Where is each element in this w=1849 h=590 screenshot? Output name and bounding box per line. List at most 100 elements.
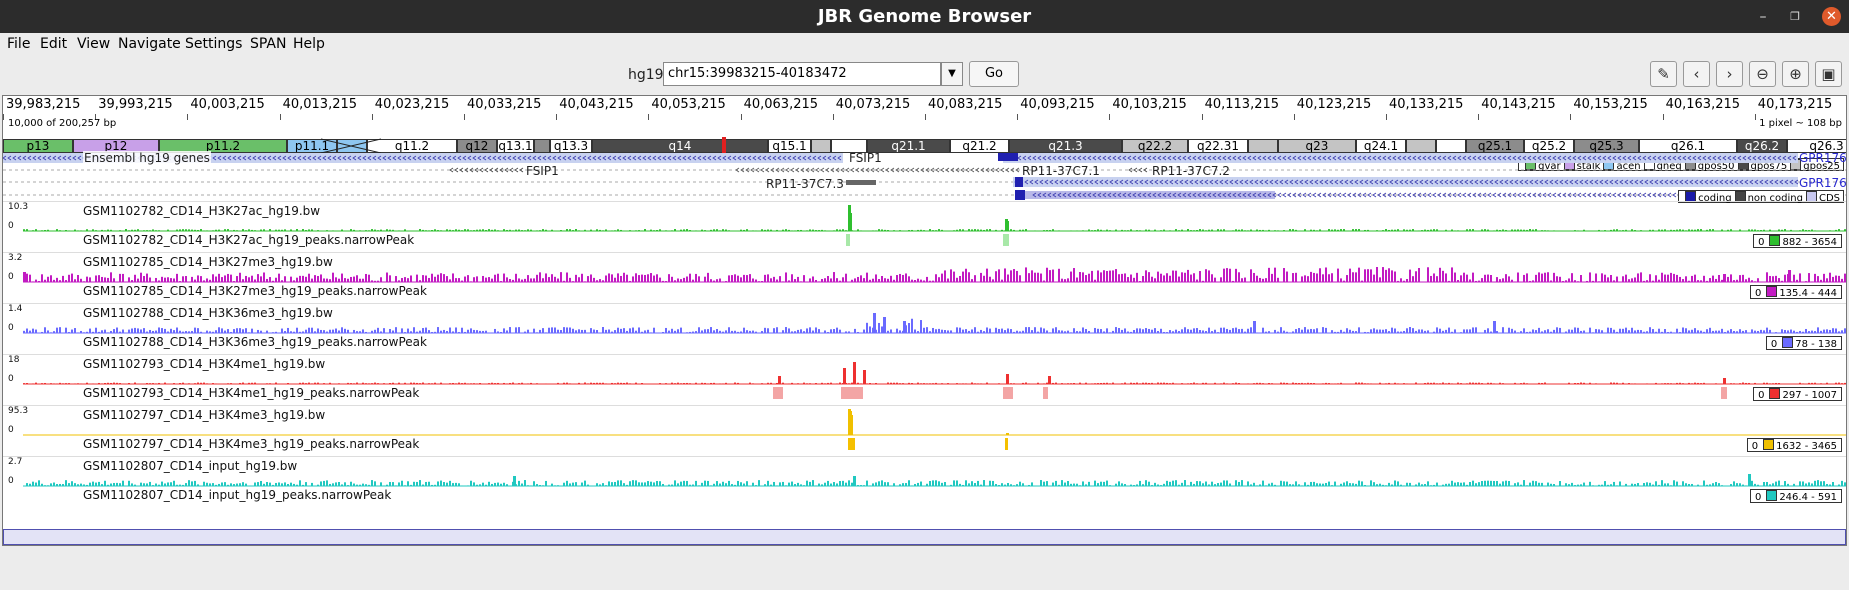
menu-settings[interactable]: Settings (185, 36, 243, 52)
cytoband[interactable] (1436, 139, 1466, 153)
cytoband[interactable] (1248, 139, 1278, 153)
menu-navigate[interactable]: Navigate (118, 36, 181, 52)
signal-bar (230, 274, 232, 282)
cytoband[interactable]: q11.2 (367, 139, 457, 153)
zoom-in-icon[interactable]: ⊕ (1782, 61, 1809, 87)
menu-help[interactable]: Help (293, 36, 325, 52)
signal-bar (890, 485, 892, 486)
cytoband[interactable] (1406, 139, 1436, 153)
restore-icon[interactable]: ❐ (1790, 10, 1800, 23)
signal-bar (1733, 481, 1735, 486)
fit-icon[interactable]: ▣ (1815, 61, 1842, 87)
signal-bar (509, 229, 511, 231)
signal-track-plot[interactable] (3, 407, 1846, 437)
cytoband[interactable]: p11.2 (159, 139, 287, 153)
signal-bar (1511, 279, 1513, 282)
close-icon[interactable]: ✕ (1822, 7, 1841, 26)
cytoband[interactable] (831, 139, 867, 153)
cytoband[interactable]: q15.1 (768, 139, 811, 153)
signal-bar (761, 281, 763, 282)
cytoband[interactable] (811, 139, 831, 153)
cytoband[interactable]: q13.1 (497, 139, 534, 153)
peak-track-plot[interactable] (3, 233, 1846, 247)
menu-span[interactable]: SPAN (250, 36, 287, 52)
signal-bar (1013, 383, 1015, 384)
zoom-out-icon[interactable]: ⊖ (1749, 61, 1776, 87)
back-icon[interactable]: ‹ (1683, 61, 1710, 87)
signal-bar (773, 328, 775, 333)
minimize-icon[interactable]: – (1759, 9, 1767, 25)
signal-bar (1214, 484, 1216, 486)
menu-file[interactable]: File (7, 36, 31, 52)
menu-edit[interactable]: Edit (40, 36, 68, 52)
signal-bar (1397, 280, 1399, 282)
cytoband[interactable]: q13.3 (550, 139, 592, 153)
signal-bar (515, 229, 517, 231)
cytoband[interactable]: q26.2 (1737, 139, 1787, 153)
signal-bar (1781, 329, 1783, 333)
signal-bar (743, 327, 745, 333)
locus-dropdown-icon[interactable]: ▼ (941, 62, 963, 86)
signal-bar (1586, 280, 1588, 282)
cytoband[interactable]: q24.1 (1356, 139, 1406, 153)
signal-bar (1811, 229, 1813, 231)
go-button[interactable]: Go (969, 61, 1019, 87)
signal-bar (1310, 481, 1312, 486)
signal-track-plot[interactable] (3, 203, 1846, 233)
signal-bar (980, 272, 982, 282)
gene-track[interactable] (3, 150, 1846, 220)
signal-bar (1028, 484, 1030, 486)
signal-bar (1748, 229, 1750, 231)
signal-track-plot[interactable] (3, 305, 1846, 335)
signal-bar (170, 328, 172, 333)
cytoband[interactable]: q23 (1278, 139, 1356, 153)
signal-bar (1034, 327, 1036, 333)
signal-bar (671, 382, 673, 384)
signal-bar (311, 383, 313, 384)
cytoband[interactable]: q12 (457, 139, 497, 153)
cytoband[interactable]: q22.31 (1188, 139, 1248, 153)
cytoband[interactable]: p13 (3, 139, 73, 153)
signal-bar (476, 383, 478, 384)
cytoband[interactable]: q22.2 (1122, 139, 1188, 153)
signal-bar (1820, 330, 1822, 333)
signal-bar (86, 331, 88, 333)
signal-bar (1646, 383, 1648, 384)
cytoband[interactable]: p11.1 (287, 139, 337, 153)
signal-track-plot[interactable] (3, 458, 1846, 488)
locus-input[interactable]: chr15:39983215-40183472 (663, 62, 941, 86)
cytoband[interactable]: q21.2 (950, 139, 1009, 153)
signal-bar (317, 328, 319, 333)
browser-panel[interactable]: 39,983,215 39,993,215 40,003,215 40,013,215… (2, 95, 1847, 546)
signal-bar (35, 229, 37, 231)
cytoband[interactable]: q26.1 (1639, 139, 1737, 153)
signal-bar (374, 382, 376, 384)
cytoband[interactable]: q25.2 (1524, 139, 1574, 153)
forward-icon[interactable]: › (1716, 61, 1743, 87)
signal-bar (440, 330, 442, 333)
signal-bar (815, 327, 817, 333)
cytoband[interactable]: q26.3 (1787, 139, 1846, 153)
menu-view[interactable]: View (77, 36, 111, 52)
signal-track-plot[interactable] (3, 356, 1846, 386)
cytoband[interactable]: q21.3 (1009, 139, 1122, 153)
signal-bar (161, 276, 163, 282)
signal-bar (938, 328, 940, 333)
cytoband[interactable]: q25.1 (1466, 139, 1524, 153)
signal-bar (926, 327, 928, 333)
peak-track-plot[interactable] (3, 386, 1846, 400)
ruler-icon[interactable]: ✎ (1650, 61, 1677, 87)
signal-bar (1406, 383, 1408, 384)
signal-bar (1427, 267, 1429, 282)
signal-track-plot[interactable] (3, 254, 1846, 284)
cytoband[interactable]: q21.1 (867, 139, 950, 153)
cytoband[interactable]: q25.3 (1574, 139, 1639, 153)
cytoband[interactable]: p12 (73, 139, 159, 153)
signal-bar (968, 483, 970, 486)
peak-track-plot[interactable] (3, 437, 1846, 451)
cytoband[interactable] (534, 139, 550, 153)
signal-bar (1673, 229, 1675, 231)
signal-bar (491, 332, 493, 333)
signal-bar (404, 332, 406, 333)
signal-bar (1538, 382, 1540, 384)
